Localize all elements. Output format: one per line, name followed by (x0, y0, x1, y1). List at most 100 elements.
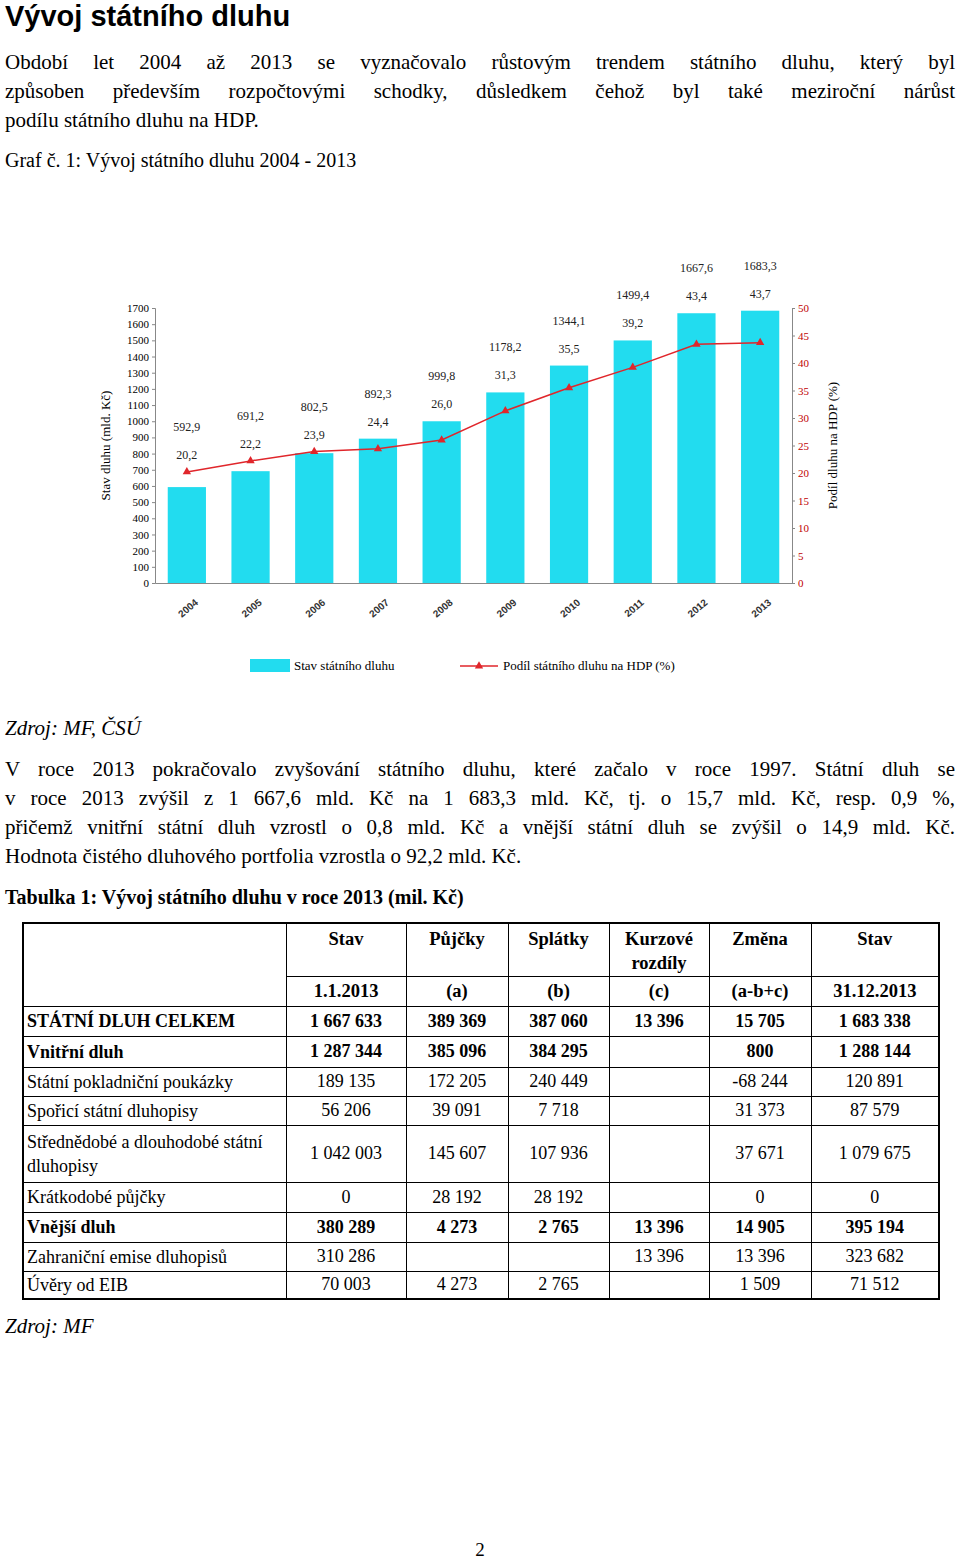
tick: 20 (792, 467, 810, 479)
cell: 1 509 (709, 1271, 811, 1299)
legend-label: Podíl státního dluhu na HDP (%) (503, 658, 675, 673)
cell: 310 286 (286, 1242, 406, 1271)
header-cell: (c) (609, 976, 709, 1006)
tick: 900 (133, 431, 156, 443)
tick-label: 2008 (431, 596, 455, 619)
header-cell: Splátky (508, 923, 609, 976)
y-axis: 0100200300400500600700800900100011001200… (127, 302, 156, 589)
tick-mark (152, 437, 155, 438)
table-row: Zahraniční emise dluhopisů310 28613 3961… (23, 1242, 939, 1271)
row-label: Spořicí státní dluhopisy (23, 1096, 286, 1125)
data-label: 43,7 (750, 287, 771, 301)
bar (168, 487, 206, 583)
data-labels: 592,920,2691,222,2802,523,9892,324,4999,… (173, 259, 776, 462)
line (187, 343, 760, 472)
cell: 323 682 (811, 1242, 939, 1271)
marker (437, 435, 445, 442)
cell (609, 1125, 709, 1182)
row-label: Vnitřní dluh (23, 1036, 286, 1067)
tick-mark (152, 308, 155, 309)
tick-label: 500 (133, 496, 150, 508)
cell: 28 192 (406, 1182, 508, 1212)
row-label: Státní pokladniční poukázky (23, 1067, 286, 1096)
tick: 300 (133, 528, 156, 540)
tick-label: 25 (798, 440, 810, 452)
text-line: Hodnota čistého dluhového portfolia vzro… (5, 842, 955, 871)
cell: 120 891 (811, 1067, 939, 1096)
cell: 4 273 (406, 1271, 508, 1299)
tick-label: 100 (133, 561, 150, 573)
cell: 389 369 (406, 1006, 508, 1036)
row-label: Zahraniční emise dluhopisů (23, 1242, 286, 1271)
cell: 4 273 (406, 1212, 508, 1242)
tick: 1400 (127, 351, 155, 363)
table-row: Státní pokladniční poukázky189 135172 20… (23, 1067, 939, 1096)
x-axis: 2004200520062007200820092010201120122013 (156, 583, 793, 619)
page-number: 2 (470, 1538, 490, 1557)
tick-mark (152, 583, 155, 584)
data-label: 43,4 (686, 289, 707, 303)
header-row: 1.1.2013(a)(b)(c)(a-b+c)31.12.2013 (23, 976, 939, 1006)
tick-mark (152, 454, 155, 455)
tick-mark (152, 551, 155, 552)
marker (629, 363, 637, 370)
tick-label: 40 (798, 357, 810, 369)
data-label: 892,3 (364, 387, 391, 401)
tick-label: 10 (798, 522, 810, 534)
row-label: Úvěry od EIB (23, 1271, 286, 1299)
tick-mark (792, 528, 795, 529)
tick-label: 800 (133, 448, 150, 460)
cell: 385 096 (406, 1036, 508, 1067)
tick-label: 600 (133, 480, 150, 492)
y2-axis: 05101520253035404550 (792, 302, 810, 589)
data-label: 24,4 (367, 415, 388, 429)
tick: 40 (792, 357, 810, 369)
tick-mark (152, 373, 155, 374)
marker (565, 383, 573, 390)
tick-mark (152, 470, 155, 471)
table: StavPůjčkySplátkyKurzové rozdílyZměnaSta… (22, 922, 940, 1300)
data-label: 1178,2 (489, 340, 522, 354)
tick-mark (792, 418, 795, 419)
cell: 145 607 (406, 1125, 508, 1182)
tick: 600 (133, 480, 156, 492)
tick-label: 2010 (558, 596, 582, 619)
cell (609, 1096, 709, 1125)
cell: 28 192 (508, 1182, 609, 1212)
axis-line (793, 309, 796, 584)
tick-label: 20 (798, 467, 810, 479)
cell: 384 295 (508, 1036, 609, 1067)
cell (406, 1242, 508, 1271)
tick-label: 2009 (494, 596, 518, 619)
tick-label: 1300 (127, 367, 150, 379)
tick-label: 2006 (303, 596, 327, 619)
tick: 200 (133, 545, 156, 557)
row-label: STÁTNÍ DLUH CELKEM (23, 1006, 286, 1036)
table-row: Střednědobé a dlouhodobé státní dluhopis… (23, 1125, 939, 1182)
tick-mark (792, 446, 795, 447)
data-label: 23,9 (304, 428, 325, 442)
tick-mark (152, 324, 155, 325)
cell: 1 287 344 (286, 1036, 406, 1067)
tick-label: 0 (798, 577, 804, 589)
tick: 35 (792, 385, 810, 397)
marker (501, 406, 509, 413)
tick-label: 1600 (127, 318, 150, 330)
table-caption: Tabulka 1: Vývoj státního dluhu v roce 2… (5, 883, 464, 911)
tick-mark (152, 421, 155, 422)
tick-label: 1700 (127, 302, 150, 314)
cell (508, 1242, 609, 1271)
cell: 37 671 (709, 1125, 811, 1182)
text-line: Období let 2004 až 2013 se vyznačovalo r… (5, 48, 955, 77)
tick-label: 2005 (240, 596, 264, 619)
plot-area (168, 311, 780, 583)
tick-mark (792, 556, 795, 557)
tick-mark (792, 391, 795, 392)
cell: 0 (709, 1182, 811, 1212)
tick-label: 1500 (127, 334, 150, 346)
tick-label: 700 (133, 464, 150, 476)
cell (609, 1271, 709, 1299)
cell: 1 079 675 (811, 1125, 939, 1182)
axis-title: Stav dluhu (mld. Kč) (98, 391, 113, 501)
header-cell: Půjčky (406, 923, 508, 976)
